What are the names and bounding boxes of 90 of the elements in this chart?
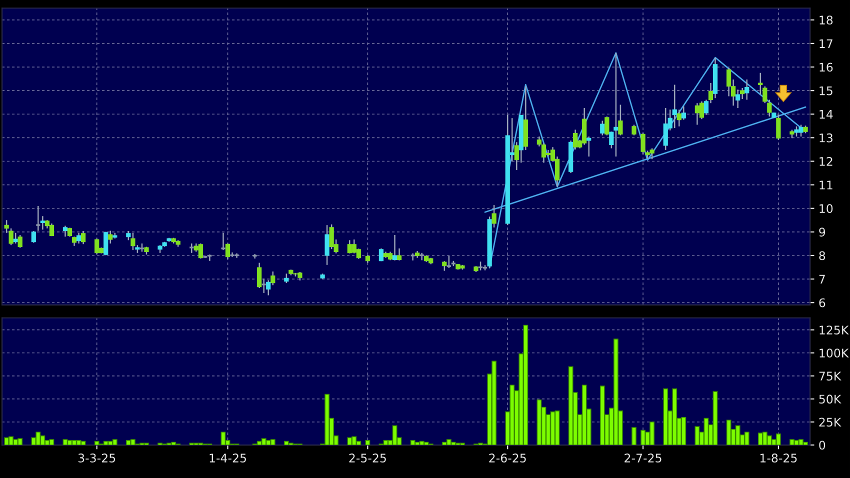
candlestick bbox=[49, 222, 54, 237]
y-tick-label: 0 bbox=[819, 440, 826, 450]
bar bbox=[392, 425, 398, 446]
x-tick-label: 2-5-25 bbox=[349, 454, 386, 462]
y-tick-label: 15 bbox=[820, 86, 832, 96]
bar bbox=[4, 437, 10, 446]
y-tick-label: 12 bbox=[820, 156, 832, 166]
candlestick bbox=[130, 232, 136, 251]
candlestick bbox=[108, 230, 113, 244]
y-tick-label: 11 bbox=[820, 180, 832, 190]
candlestick bbox=[104, 231, 108, 256]
bar bbox=[270, 439, 276, 446]
bar bbox=[640, 430, 646, 446]
bar bbox=[365, 440, 370, 446]
candlestick bbox=[514, 142, 519, 171]
bar bbox=[103, 440, 108, 446]
candlestick bbox=[18, 234, 22, 248]
bar bbox=[536, 399, 542, 446]
y-tick-label: 10 bbox=[820, 204, 833, 214]
y-tick-label: 125K bbox=[820, 326, 849, 334]
bar bbox=[410, 440, 416, 446]
candlestick bbox=[220, 232, 226, 251]
bar bbox=[694, 426, 700, 446]
candlestick bbox=[188, 242, 194, 254]
bar bbox=[663, 388, 668, 446]
bar bbox=[632, 427, 636, 446]
bar bbox=[130, 439, 136, 446]
candlestick bbox=[94, 238, 100, 255]
bar bbox=[735, 425, 740, 446]
y-tick-label: 16 bbox=[820, 62, 833, 72]
candlestick bbox=[378, 248, 384, 262]
bar bbox=[347, 437, 352, 446]
x-tick-label: 1-4-25 bbox=[210, 454, 246, 462]
candlestick bbox=[632, 124, 636, 136]
bar bbox=[76, 440, 82, 446]
candlestick bbox=[604, 116, 610, 136]
y-tick-label: 75K bbox=[819, 372, 842, 381]
bar bbox=[766, 435, 772, 446]
bar bbox=[72, 440, 77, 446]
y-tick-label: 17 bbox=[820, 39, 832, 48]
y-tick-label: 14 bbox=[820, 110, 833, 119]
bar bbox=[220, 432, 226, 446]
candlestick bbox=[31, 230, 36, 244]
y-tick-label: 13 bbox=[820, 133, 832, 142]
bar bbox=[261, 438, 266, 446]
candlestick bbox=[13, 232, 18, 244]
x-tick-label: 3-3-25 bbox=[78, 454, 116, 462]
bar bbox=[383, 440, 388, 446]
candlestick bbox=[744, 78, 750, 100]
y-tick-label: 6 bbox=[819, 298, 826, 308]
candlestick bbox=[76, 232, 82, 244]
y-tick-label: 8 bbox=[819, 251, 826, 260]
candlestick bbox=[62, 225, 68, 238]
bar bbox=[112, 439, 118, 446]
candlestick bbox=[257, 262, 262, 289]
candlestick bbox=[198, 242, 203, 260]
candlestick bbox=[80, 230, 86, 245]
bar bbox=[554, 410, 560, 446]
candlestick bbox=[776, 114, 781, 140]
candlestick bbox=[324, 224, 330, 266]
candlestick bbox=[694, 102, 700, 126]
bar bbox=[62, 439, 68, 446]
x-tick-label: 1-8-25 bbox=[760, 454, 797, 462]
x-tick-label: 2-7-25 bbox=[624, 454, 662, 462]
y-tick-label: 7 bbox=[819, 274, 825, 284]
y-tick-label: 9 bbox=[819, 228, 826, 237]
y-tick-label: 50K bbox=[819, 394, 842, 404]
bar bbox=[94, 440, 100, 446]
bar bbox=[744, 432, 750, 446]
candlestick bbox=[72, 236, 77, 246]
bar bbox=[600, 386, 605, 446]
bar bbox=[790, 439, 794, 446]
bar bbox=[726, 420, 732, 446]
bar bbox=[704, 418, 709, 446]
bar bbox=[550, 411, 556, 446]
bar bbox=[80, 440, 86, 446]
candlestick bbox=[266, 280, 271, 296]
candlestick bbox=[672, 84, 677, 129]
candlestick bbox=[586, 136, 592, 158]
candlestick bbox=[600, 120, 605, 136]
candlestick bbox=[284, 273, 289, 284]
bar bbox=[450, 442, 456, 446]
bar bbox=[67, 440, 72, 446]
x-tick-label: 2-6-25 bbox=[489, 454, 526, 462]
candlestick bbox=[396, 248, 402, 262]
y-tick-label: 25K bbox=[819, 418, 842, 427]
candlestick bbox=[392, 234, 398, 262]
y-tick-label: 100K bbox=[820, 348, 849, 358]
bar bbox=[712, 391, 718, 446]
y-tick-label: 18 bbox=[820, 16, 833, 25]
